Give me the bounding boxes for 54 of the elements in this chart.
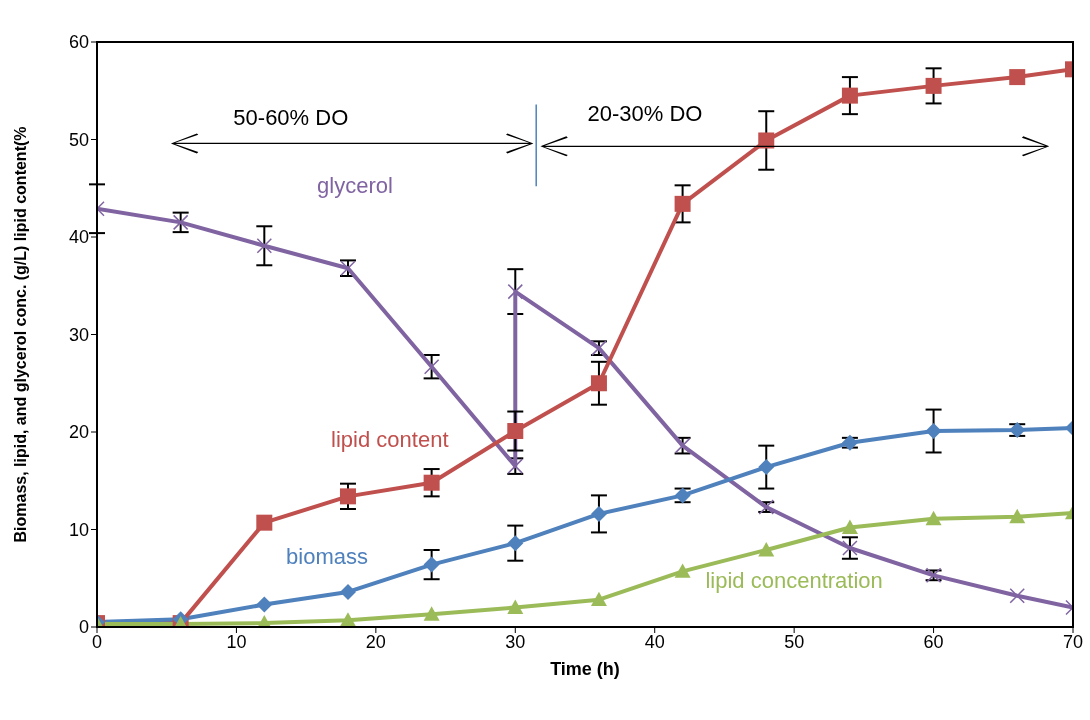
x-tick-label: 20 bbox=[365, 631, 386, 652]
point bbox=[1009, 69, 1026, 86]
x-axis-title: Time (h) bbox=[550, 659, 620, 679]
point bbox=[590, 505, 607, 522]
x-tick-label: 0 bbox=[91, 631, 103, 652]
y-tick-label: 40 bbox=[68, 227, 89, 248]
point bbox=[256, 238, 273, 254]
point bbox=[841, 87, 858, 104]
series-label: lipid concentration bbox=[705, 568, 883, 593]
point bbox=[339, 583, 356, 600]
point bbox=[841, 519, 858, 534]
x-tick-label: 40 bbox=[644, 631, 665, 652]
point bbox=[256, 596, 273, 613]
y-tick-label: 0 bbox=[78, 617, 89, 638]
point bbox=[590, 375, 607, 392]
point bbox=[674, 195, 691, 212]
point bbox=[590, 591, 607, 607]
x-tick-label: 70 bbox=[1062, 631, 1084, 652]
point bbox=[674, 563, 691, 578]
point bbox=[925, 423, 942, 440]
y-tick-label: 20 bbox=[68, 422, 89, 443]
point bbox=[339, 612, 356, 627]
point bbox=[925, 77, 942, 94]
y-tick-label: 30 bbox=[68, 324, 89, 345]
y-tick-label: 50 bbox=[68, 129, 89, 150]
x-tick-label: 30 bbox=[505, 631, 526, 652]
point bbox=[1009, 508, 1026, 524]
point bbox=[925, 510, 942, 526]
y-tick-label: 10 bbox=[68, 519, 89, 540]
point bbox=[1009, 588, 1025, 604]
point bbox=[507, 535, 524, 552]
point bbox=[423, 606, 440, 621]
point bbox=[842, 540, 858, 556]
point bbox=[507, 599, 524, 614]
annotation: 50-60% DO bbox=[233, 104, 349, 130]
y-axis-title: Biomass, lipid, and glycerol conc. (g/L) lipid content(% bbox=[11, 126, 29, 543]
point bbox=[758, 459, 775, 476]
point bbox=[423, 358, 440, 375]
point bbox=[256, 514, 273, 531]
point bbox=[758, 132, 775, 149]
point bbox=[507, 423, 524, 440]
y-tick-label: 60 bbox=[68, 32, 89, 53]
point bbox=[423, 556, 440, 573]
annotation: 20-30% DO bbox=[587, 100, 703, 126]
point bbox=[507, 283, 524, 300]
text: glycerol bbox=[317, 173, 393, 199]
x-tick-label: 50 bbox=[784, 631, 805, 652]
point bbox=[423, 474, 440, 491]
point bbox=[758, 541, 775, 557]
point bbox=[339, 488, 356, 505]
series-label: lipid content bbox=[331, 426, 449, 452]
x-tick-label: 10 bbox=[226, 631, 247, 652]
x-tick-label: 60 bbox=[923, 631, 944, 652]
series-label: biomass bbox=[286, 543, 369, 569]
